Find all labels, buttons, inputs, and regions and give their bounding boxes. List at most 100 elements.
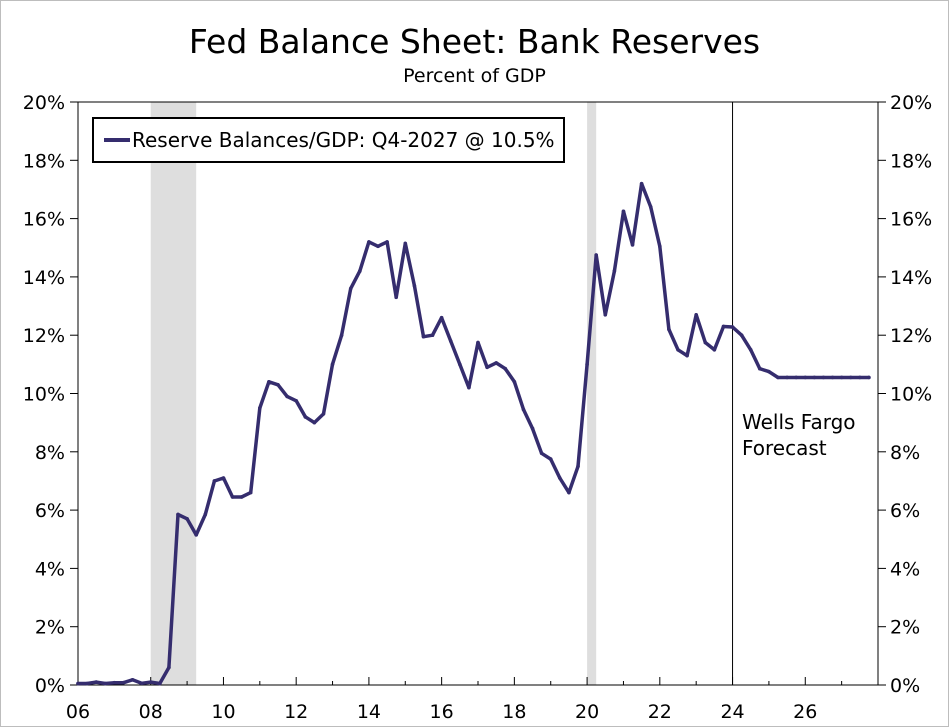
chart-title: Fed Balance Sheet: Bank Reserves bbox=[188, 22, 761, 61]
x-tick-label: 10 bbox=[211, 701, 235, 723]
data-point bbox=[739, 333, 744, 338]
data-point bbox=[758, 366, 762, 371]
data-point bbox=[848, 375, 853, 380]
data-point bbox=[467, 385, 471, 390]
series-line bbox=[76, 181, 871, 686]
data-point bbox=[339, 333, 344, 338]
y-tick-label-left: 6% bbox=[35, 500, 65, 522]
data-point bbox=[303, 415, 308, 419]
data-point bbox=[394, 295, 398, 300]
y-tick-label-left: 16% bbox=[23, 209, 65, 231]
data-point bbox=[158, 681, 162, 686]
data-point bbox=[258, 406, 262, 410]
data-point bbox=[385, 240, 389, 244]
data-point bbox=[630, 243, 635, 247]
data-point bbox=[776, 375, 780, 380]
data-point bbox=[621, 209, 626, 214]
x-tick-label: 14 bbox=[357, 701, 381, 723]
data-point bbox=[612, 269, 617, 273]
data-point bbox=[376, 244, 380, 249]
data-point bbox=[476, 340, 480, 345]
data-point bbox=[548, 457, 553, 461]
data-point bbox=[867, 375, 871, 380]
data-point bbox=[448, 339, 453, 343]
data-point bbox=[430, 333, 435, 338]
data-point bbox=[648, 205, 653, 209]
data-point bbox=[558, 476, 562, 480]
data-point bbox=[512, 380, 517, 384]
data-point bbox=[594, 253, 598, 257]
recession-band bbox=[587, 102, 597, 685]
data-point bbox=[830, 375, 835, 380]
chart-subtitle: Percent of GDP bbox=[403, 65, 546, 87]
data-point bbox=[539, 451, 544, 456]
data-point bbox=[285, 394, 289, 399]
y-tick-label-left: 18% bbox=[23, 150, 65, 172]
legend-label: Reserve Balances/GDP: Q4-2027 @ 10.5% bbox=[132, 128, 555, 152]
x-tick-label: 18 bbox=[502, 701, 526, 723]
data-point bbox=[839, 375, 844, 380]
data-point bbox=[121, 680, 126, 685]
data-point bbox=[703, 340, 708, 345]
data-point bbox=[439, 315, 444, 320]
data-point bbox=[730, 325, 735, 329]
legend-swatch bbox=[104, 138, 130, 142]
data-point bbox=[421, 334, 426, 339]
data-point bbox=[576, 464, 580, 469]
y-tick-label-left: 0% bbox=[35, 675, 65, 697]
data-point bbox=[694, 312, 698, 317]
data-point bbox=[458, 362, 462, 367]
data-point bbox=[358, 269, 362, 273]
data-point bbox=[130, 677, 135, 682]
data-point bbox=[521, 407, 526, 412]
data-point bbox=[330, 362, 335, 367]
data-point bbox=[112, 680, 117, 685]
y-tick-label-right: 8% bbox=[890, 442, 920, 464]
annotation-line-2: Forecast bbox=[742, 436, 827, 460]
y-tick-label-right: 2% bbox=[890, 617, 920, 639]
data-point bbox=[267, 380, 271, 384]
y-tick-label-right: 14% bbox=[890, 267, 932, 289]
x-tick-label: 08 bbox=[139, 701, 163, 723]
data-point bbox=[103, 681, 108, 686]
data-point bbox=[239, 495, 244, 499]
y-tick-label-right: 0% bbox=[890, 675, 920, 697]
data-point bbox=[667, 327, 671, 332]
data-point bbox=[721, 324, 726, 329]
x-tick-label: 26 bbox=[793, 701, 817, 723]
y-tick-label-left: 10% bbox=[23, 384, 65, 406]
y-tick-label-left: 2% bbox=[35, 617, 65, 639]
data-point bbox=[367, 240, 371, 244]
data-point bbox=[94, 680, 98, 684]
data-point bbox=[403, 241, 408, 246]
data-point bbox=[603, 312, 608, 317]
y-tick-label-right: 20% bbox=[890, 92, 932, 114]
y-tick-label-left: 14% bbox=[23, 267, 65, 289]
data-point bbox=[248, 490, 253, 495]
x-tick-label: 24 bbox=[720, 701, 744, 723]
data-point bbox=[321, 412, 326, 416]
data-point bbox=[794, 375, 798, 380]
data-point bbox=[85, 681, 89, 686]
data-point bbox=[494, 361, 498, 365]
data-point bbox=[821, 375, 826, 380]
forecast-annotation: Wells Fargo Forecast bbox=[742, 409, 856, 461]
data-point bbox=[503, 366, 508, 371]
data-point bbox=[858, 375, 862, 380]
data-point bbox=[148, 680, 153, 684]
data-point bbox=[767, 369, 771, 374]
data-point bbox=[567, 490, 571, 495]
data-point bbox=[412, 283, 417, 288]
data-point bbox=[748, 347, 753, 352]
data-point bbox=[76, 681, 80, 686]
data-point bbox=[658, 244, 662, 249]
data-point bbox=[685, 353, 689, 358]
data-point bbox=[485, 365, 489, 370]
y-tick-label-right: 18% bbox=[890, 150, 932, 172]
data-point bbox=[212, 479, 217, 483]
data-point bbox=[785, 375, 789, 380]
data-point bbox=[312, 420, 317, 425]
data-point bbox=[139, 681, 144, 686]
data-point bbox=[221, 476, 226, 480]
